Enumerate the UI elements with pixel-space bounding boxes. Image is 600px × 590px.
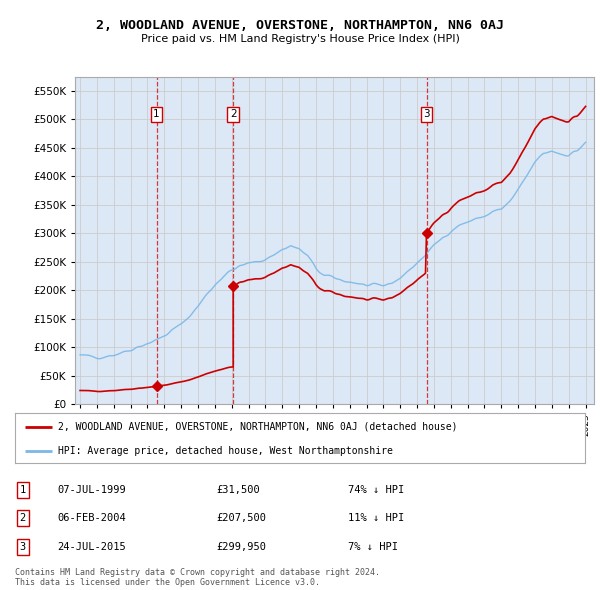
Text: 2, WOODLAND AVENUE, OVERSTONE, NORTHAMPTON, NN6 0AJ (detached house): 2, WOODLAND AVENUE, OVERSTONE, NORTHAMPT… [58, 421, 457, 431]
Text: 2: 2 [20, 513, 26, 523]
Text: 7% ↓ HPI: 7% ↓ HPI [348, 542, 398, 552]
Text: Contains HM Land Registry data © Crown copyright and database right 2024.: Contains HM Land Registry data © Crown c… [15, 568, 380, 576]
Text: 2: 2 [230, 109, 236, 119]
Text: 06-FEB-2004: 06-FEB-2004 [57, 513, 126, 523]
Text: 3: 3 [20, 542, 26, 552]
Text: £207,500: £207,500 [216, 513, 266, 523]
Text: 1: 1 [153, 109, 160, 119]
Text: 3: 3 [423, 109, 430, 119]
Text: Price paid vs. HM Land Registry's House Price Index (HPI): Price paid vs. HM Land Registry's House … [140, 34, 460, 44]
Text: 2, WOODLAND AVENUE, OVERSTONE, NORTHAMPTON, NN6 0AJ: 2, WOODLAND AVENUE, OVERSTONE, NORTHAMPT… [96, 19, 504, 32]
Text: This data is licensed under the Open Government Licence v3.0.: This data is licensed under the Open Gov… [15, 578, 320, 587]
Text: 11% ↓ HPI: 11% ↓ HPI [348, 513, 404, 523]
Text: £299,950: £299,950 [216, 542, 266, 552]
Text: 74% ↓ HPI: 74% ↓ HPI [348, 485, 404, 494]
Text: 07-JUL-1999: 07-JUL-1999 [57, 485, 126, 494]
Text: 24-JUL-2015: 24-JUL-2015 [57, 542, 126, 552]
Text: £31,500: £31,500 [216, 485, 260, 494]
Text: 1: 1 [20, 485, 26, 494]
Text: HPI: Average price, detached house, West Northamptonshire: HPI: Average price, detached house, West… [58, 445, 392, 455]
